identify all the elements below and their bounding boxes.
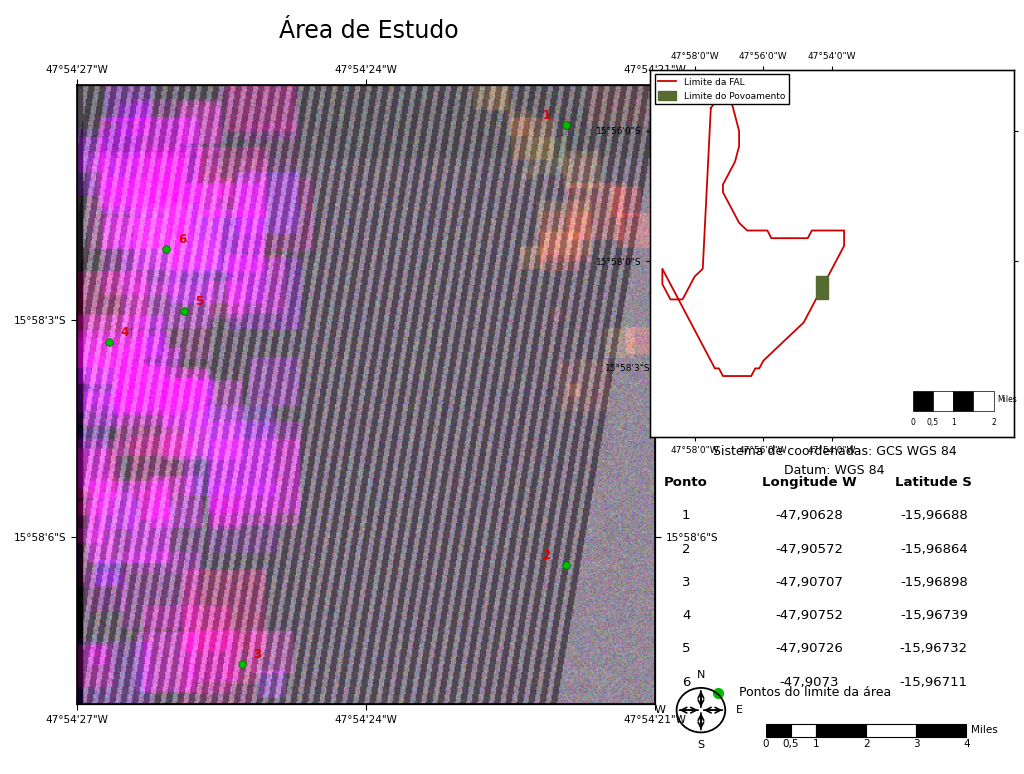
Bar — [816, 276, 828, 300]
Text: Pontos do limite da área: Pontos do limite da área — [739, 687, 892, 699]
Text: 5: 5 — [682, 642, 690, 656]
Text: 2: 2 — [543, 549, 551, 562]
Text: 0,5: 0,5 — [927, 418, 939, 427]
Text: E: E — [736, 705, 743, 715]
Text: 15°58'3"S: 15°58'3"S — [604, 364, 650, 373]
Text: 0: 0 — [910, 418, 915, 427]
Text: 2: 2 — [991, 418, 996, 427]
Text: Longitude W: Longitude W — [762, 476, 856, 489]
Text: Miles: Miles — [972, 725, 998, 735]
Bar — [816, 724, 866, 737]
Text: Latitude S: Latitude S — [895, 476, 973, 489]
Text: -47,90752: -47,90752 — [775, 609, 843, 622]
Text: 1: 1 — [682, 509, 690, 522]
Bar — [916, 724, 967, 737]
Text: 5: 5 — [196, 295, 204, 308]
Text: -15,96688: -15,96688 — [900, 509, 968, 522]
Text: -15,96711: -15,96711 — [900, 676, 968, 689]
Bar — [974, 392, 993, 410]
Text: N: N — [696, 670, 706, 680]
Text: -15,96732: -15,96732 — [900, 642, 968, 656]
Text: W: W — [654, 705, 666, 715]
Text: Miles: Miles — [997, 395, 1018, 403]
Text: -47,90628: -47,90628 — [775, 509, 843, 522]
Text: 4: 4 — [963, 739, 970, 749]
Text: 4: 4 — [682, 609, 690, 622]
Text: S: S — [697, 740, 705, 750]
Text: -15,96739: -15,96739 — [900, 609, 968, 622]
Text: 0,5: 0,5 — [782, 739, 800, 749]
Bar — [953, 392, 974, 410]
Text: 6: 6 — [178, 233, 186, 246]
Text: Ponto: Ponto — [665, 476, 708, 489]
Text: -47,90572: -47,90572 — [775, 543, 843, 556]
Text: 1: 1 — [951, 418, 955, 427]
Text: 3: 3 — [253, 648, 261, 661]
Text: 4: 4 — [120, 326, 128, 339]
Text: 2: 2 — [682, 543, 690, 556]
Text: 1: 1 — [543, 109, 551, 122]
Bar — [766, 724, 791, 737]
Text: 1: 1 — [813, 739, 819, 749]
Text: -47,9073: -47,9073 — [779, 676, 839, 689]
Text: -15,96864: -15,96864 — [900, 543, 968, 556]
Bar — [791, 724, 816, 737]
Text: 3: 3 — [682, 576, 690, 589]
Bar — [933, 392, 953, 410]
Text: -15,96898: -15,96898 — [900, 576, 968, 589]
Text: -47,90726: -47,90726 — [775, 642, 843, 656]
Text: Sistema de coordenadas: GCS WGS 84
Datum: WGS 84: Sistema de coordenadas: GCS WGS 84 Datum… — [713, 445, 956, 477]
Legend: Limite da FAL, Limite do Povoamento: Limite da FAL, Limite do Povoamento — [654, 74, 788, 104]
Text: -47,90707: -47,90707 — [775, 576, 843, 589]
Text: Área de Estudo: Área de Estudo — [279, 19, 459, 43]
Text: 2: 2 — [863, 739, 869, 749]
Bar — [912, 392, 933, 410]
Text: 6: 6 — [682, 676, 690, 689]
Text: 3: 3 — [913, 739, 920, 749]
Bar — [866, 724, 916, 737]
Text: 0: 0 — [763, 739, 769, 749]
